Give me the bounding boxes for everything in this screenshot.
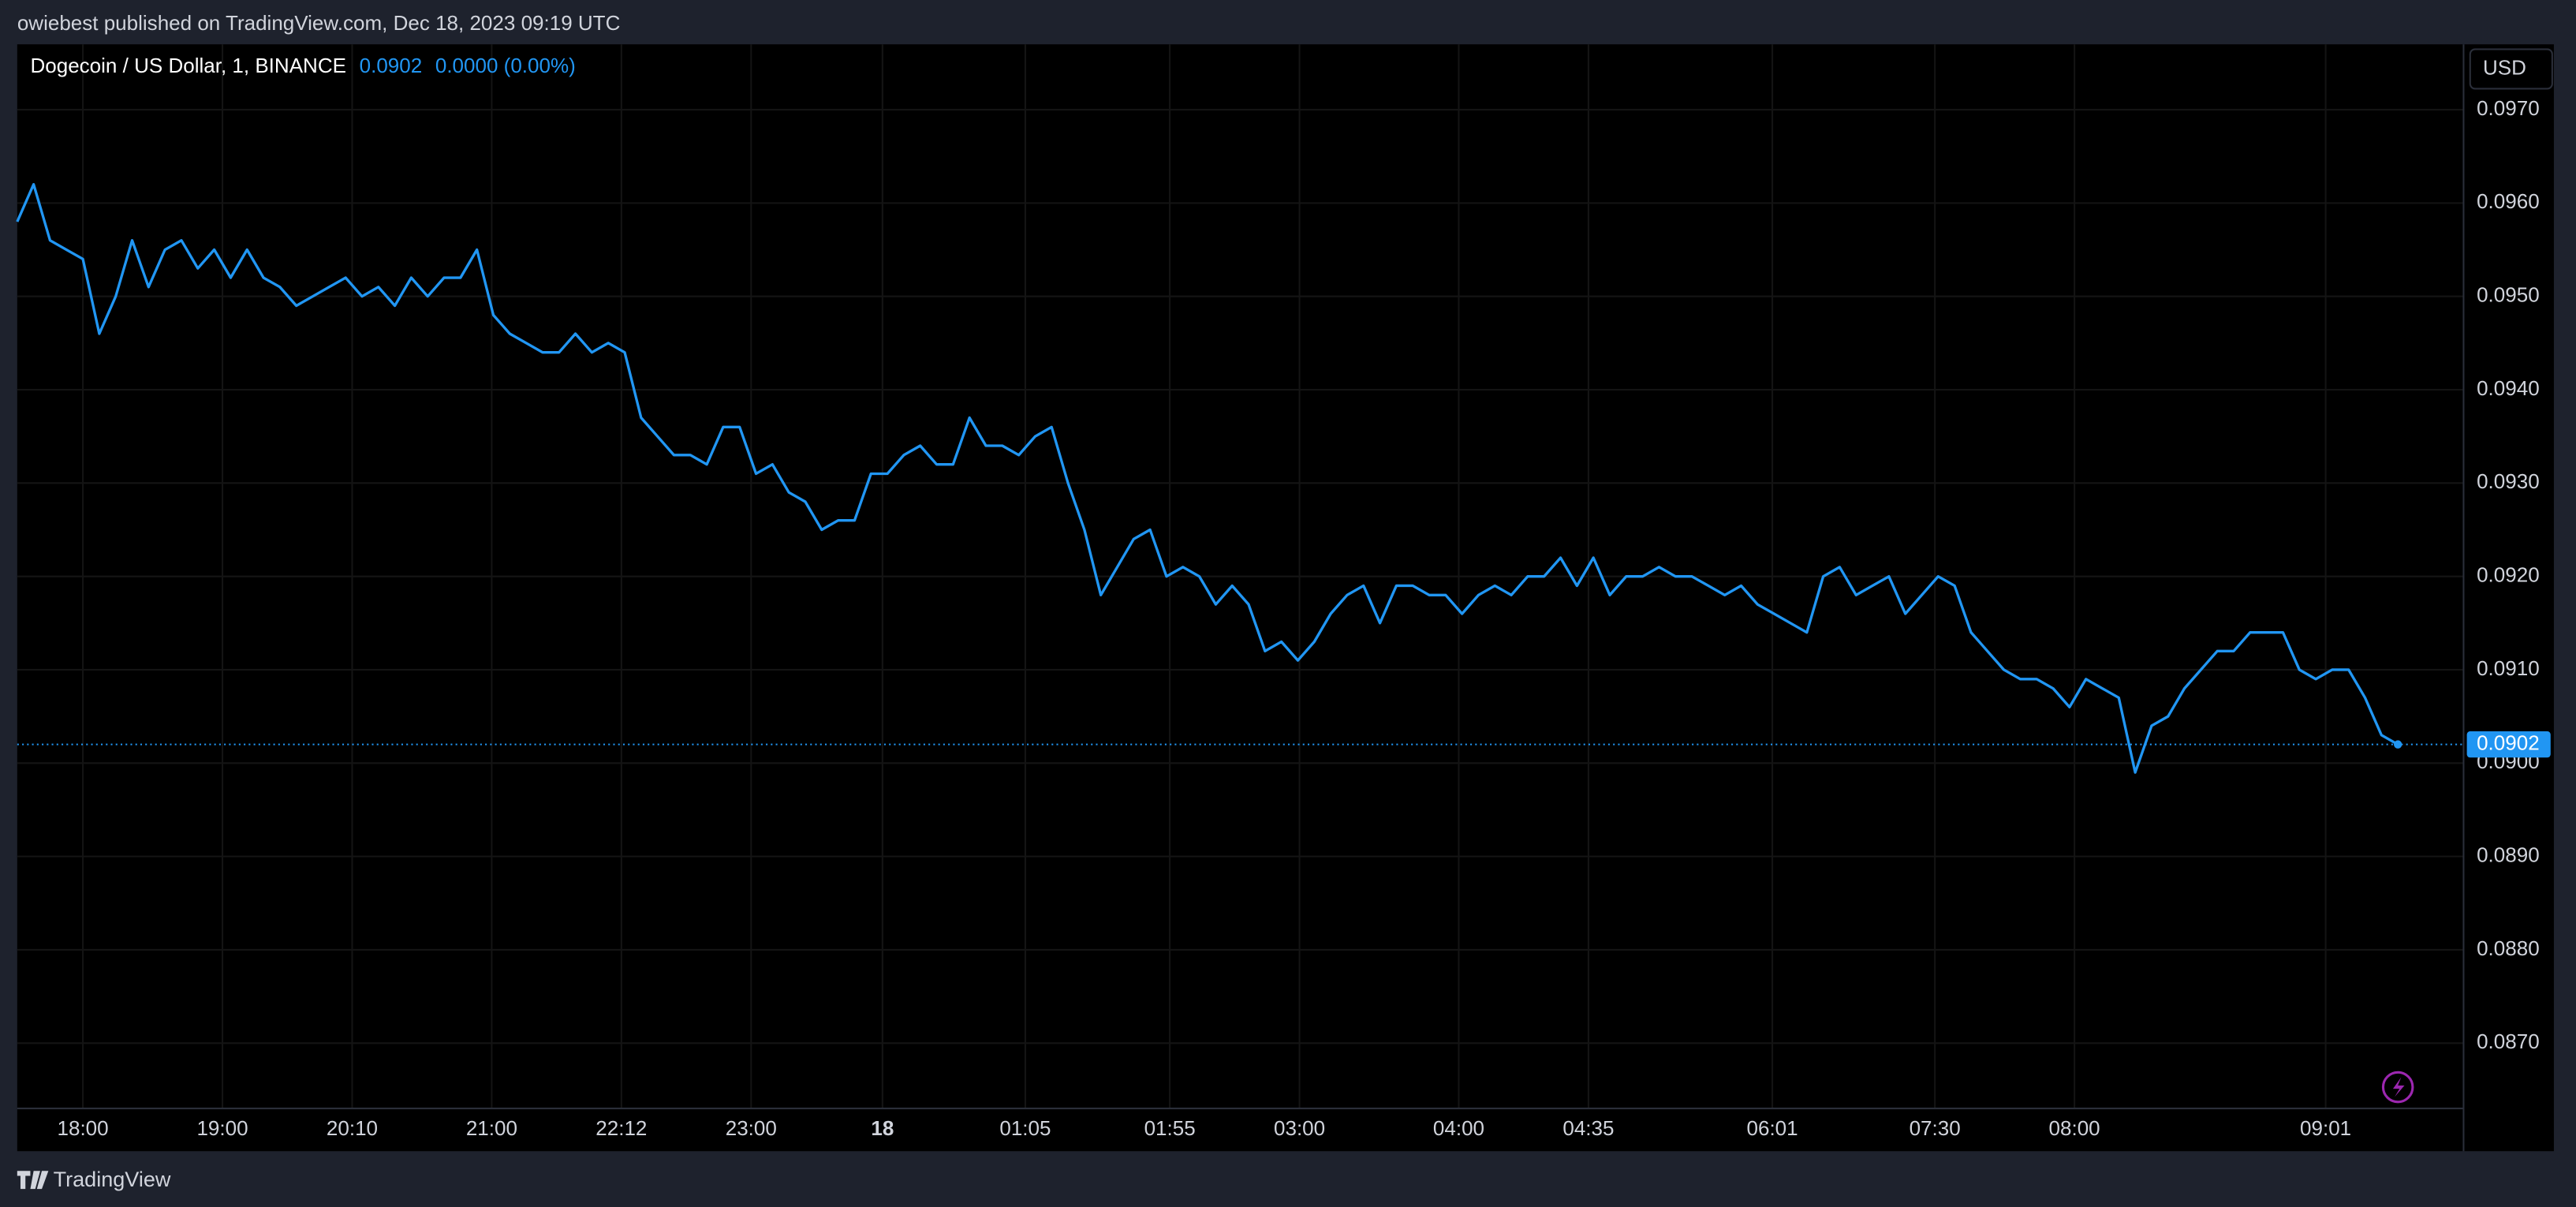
x-tick-label: 04:00 <box>1433 1116 1484 1140</box>
plot-background <box>17 44 2554 1152</box>
brand: TradingView <box>54 1168 171 1191</box>
y-tick-label: 0.0930 <box>2477 469 2540 493</box>
y-tick-label: 0.0960 <box>2477 189 2540 213</box>
x-tick-label: 18:00 <box>58 1116 109 1140</box>
y-tick-label: 0.0910 <box>2477 656 2540 680</box>
y-tick-label: 0.0880 <box>2477 936 2540 960</box>
published-note: owiebest published on TradingView.com, D… <box>17 11 621 35</box>
x-tick-label: 20:10 <box>327 1116 378 1140</box>
x-tick-label: 06:01 <box>1747 1116 1798 1140</box>
alert-icon[interactable] <box>2381 1071 2414 1104</box>
x-tick-label: 03:00 <box>1274 1116 1325 1140</box>
symbol-title: Dogecoin / US Dollar, 1, BINANCE <box>30 54 346 77</box>
x-tick-label: 08:00 <box>2049 1116 2100 1140</box>
y-tick-label: 0.0970 <box>2477 96 2540 120</box>
header-price: 0.0902 <box>360 54 423 77</box>
price-line <box>16 183 2399 774</box>
x-tick-label: 01:55 <box>1144 1116 1196 1140</box>
y-tick-label: 0.0890 <box>2477 843 2540 867</box>
header-change: 0.0000 (0.00%) <box>435 54 576 77</box>
x-tick-label: 21:00 <box>466 1116 517 1140</box>
y-tick-label: 0.0940 <box>2477 376 2540 400</box>
x-tick-label: 07:30 <box>1910 1116 1961 1140</box>
y-tick-label: 0.0870 <box>2477 1030 2540 1053</box>
alert-bolt <box>2392 1077 2405 1097</box>
x-tick-label: 22:12 <box>595 1116 647 1140</box>
x-tick-label: 23:00 <box>726 1116 777 1140</box>
x-tick-label: 19:00 <box>196 1116 248 1140</box>
currency[interactable]: USD <box>2483 55 2526 79</box>
x-tick-label: 01:05 <box>999 1116 1051 1140</box>
brand-logo <box>17 1171 49 1190</box>
currency-button[interactable] <box>2469 48 2553 90</box>
x-tick-label: 04:35 <box>1562 1116 1614 1140</box>
last-price-box <box>2466 731 2551 758</box>
x-tick-label: 18 <box>871 1116 894 1140</box>
y-tick-label: 0.0950 <box>2477 283 2540 307</box>
y-tick-label: 0.0920 <box>2477 563 2540 587</box>
last-price-label: 0.0902 <box>2477 731 2540 755</box>
x-tick-label: 09:01 <box>2300 1116 2351 1140</box>
